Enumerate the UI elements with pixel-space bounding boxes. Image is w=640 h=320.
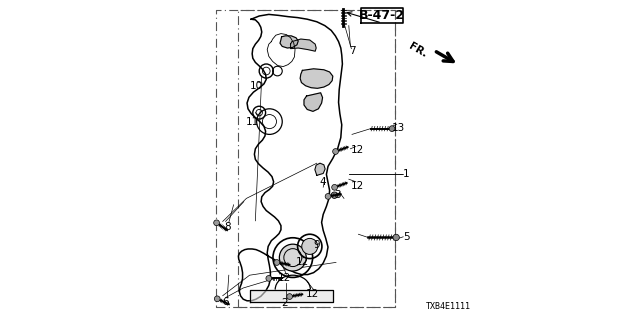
Text: 12: 12 xyxy=(351,145,364,156)
Circle shape xyxy=(214,296,220,302)
Circle shape xyxy=(302,238,317,254)
Text: B-47-2: B-47-2 xyxy=(359,9,405,22)
Text: 11: 11 xyxy=(246,116,259,127)
Text: 12: 12 xyxy=(351,180,364,191)
Polygon shape xyxy=(304,93,323,111)
Text: 12: 12 xyxy=(305,289,319,299)
Polygon shape xyxy=(250,290,333,302)
Polygon shape xyxy=(300,69,333,88)
Circle shape xyxy=(325,194,331,199)
Text: FR.: FR. xyxy=(407,41,429,60)
Circle shape xyxy=(266,276,271,281)
Text: 2: 2 xyxy=(282,298,288,308)
Circle shape xyxy=(214,220,220,226)
Circle shape xyxy=(279,244,306,271)
Circle shape xyxy=(287,294,292,300)
Circle shape xyxy=(274,260,280,265)
Circle shape xyxy=(393,234,399,241)
Text: 5: 5 xyxy=(403,232,410,242)
Text: TXB4E1111: TXB4E1111 xyxy=(426,302,470,311)
Text: 1: 1 xyxy=(403,169,410,180)
Text: 10: 10 xyxy=(250,81,262,92)
Text: 3: 3 xyxy=(334,190,341,200)
Text: 4: 4 xyxy=(320,177,326,188)
Polygon shape xyxy=(315,163,325,175)
Text: 12: 12 xyxy=(278,273,291,284)
Polygon shape xyxy=(291,39,316,51)
Polygon shape xyxy=(280,36,298,48)
Circle shape xyxy=(333,148,339,154)
Text: 13: 13 xyxy=(392,123,405,133)
Circle shape xyxy=(389,126,395,132)
Text: 7: 7 xyxy=(349,46,355,56)
Circle shape xyxy=(332,192,338,198)
Text: 12: 12 xyxy=(296,257,309,268)
Text: 8: 8 xyxy=(224,222,230,232)
Circle shape xyxy=(332,184,337,190)
Text: 9: 9 xyxy=(314,240,320,250)
Text: 6: 6 xyxy=(222,297,229,308)
